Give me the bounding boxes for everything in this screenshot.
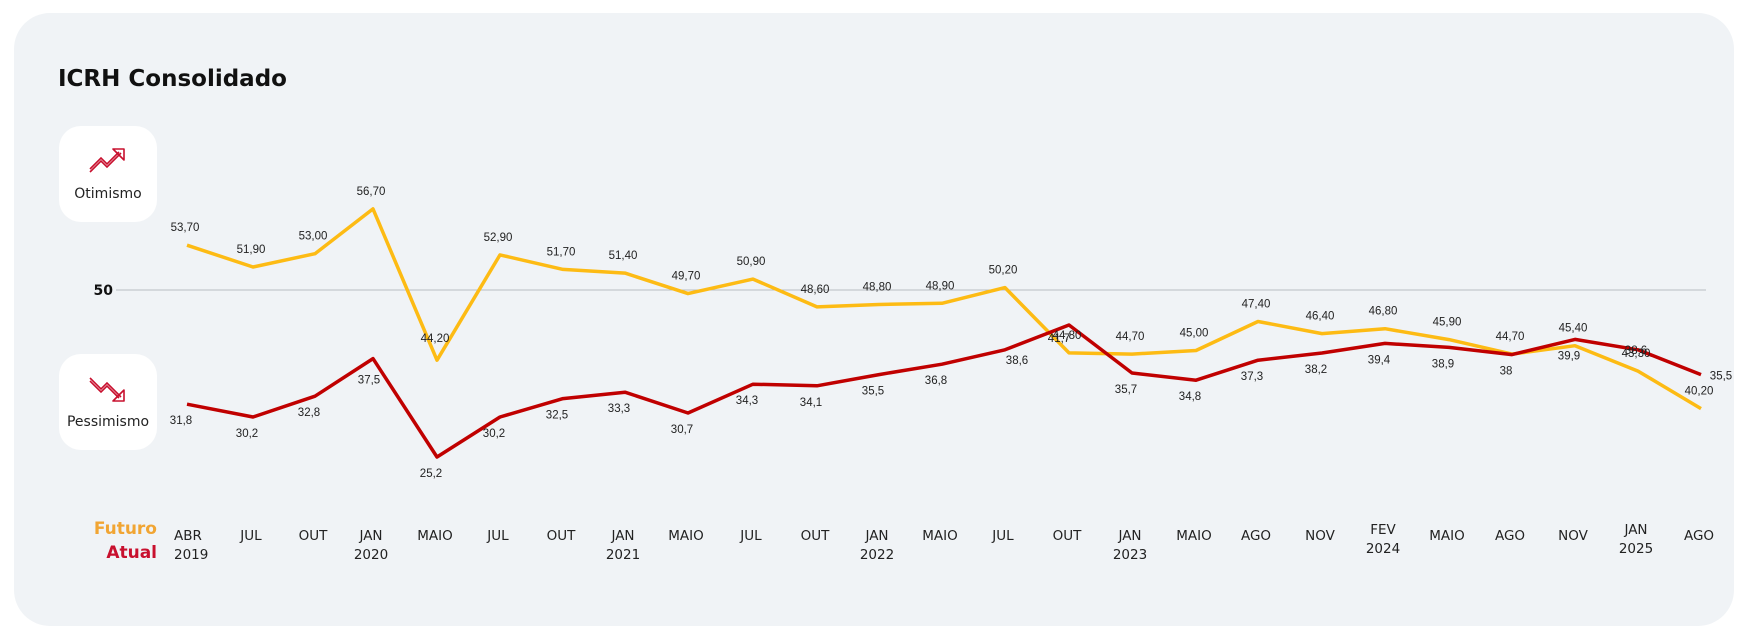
data-label-atual: 34,1: [800, 397, 822, 409]
x-tick-year: 2024: [1366, 541, 1400, 557]
data-label-atual: 35,7: [1115, 384, 1137, 396]
data-label-futuro: 43,30: [1622, 348, 1651, 360]
x-tick-label: OUT: [299, 528, 329, 544]
data-label-futuro: 53,70: [171, 222, 200, 234]
x-tick-label: JUL: [739, 528, 762, 544]
x-tick-label: MAIO: [1429, 528, 1465, 544]
data-label-atual: 34,3: [736, 395, 758, 407]
x-tick-label: JUL: [239, 528, 262, 544]
x-tick-label: FEV: [1370, 522, 1396, 538]
data-label-atual: 34,8: [1179, 391, 1201, 403]
data-label-futuro: 47,40: [1242, 298, 1271, 310]
x-tick-label: MAIO: [1176, 528, 1212, 544]
x-tick-label: NOV: [1558, 528, 1588, 544]
data-label-futuro: 44,70: [1116, 331, 1145, 343]
series-line-futuro: [186, 207, 1702, 411]
x-tick-label: JUL: [991, 528, 1014, 544]
data-label-atual: 38,6: [1006, 355, 1028, 367]
trend-down-icon: [89, 377, 125, 402]
x-tick-label: JUL: [486, 528, 509, 544]
pessimism-label: Pessimismo: [66, 414, 150, 430]
legend-current: Atual: [106, 543, 157, 563]
data-label-atual: 32,5: [546, 410, 568, 422]
data-label-futuro: 52,90: [484, 232, 513, 244]
data-label-atual: 39,4: [1368, 354, 1391, 366]
x-tick-label: OUT: [801, 528, 831, 544]
chart-title: ICRH Consolidado: [58, 66, 287, 92]
data-label-atual: 38: [1500, 366, 1513, 378]
data-label-futuro: 45,40: [1559, 323, 1588, 335]
data-label-futuro: 46,40: [1306, 311, 1335, 323]
x-tick-label: OUT: [547, 528, 577, 544]
data-label-futuro: 44,20: [421, 333, 450, 345]
x-tick-label: MAIO: [922, 528, 958, 544]
x-tick-year: 2020: [354, 547, 388, 563]
data-label-futuro: 48,90: [926, 280, 955, 292]
optimism-badge: Otimismo: [59, 126, 157, 222]
x-tick-label: AGO: [1495, 528, 1525, 544]
data-label-atual: 38,9: [1432, 358, 1454, 370]
series-line-atual: [186, 323, 1702, 459]
data-label-atual: 32,8: [298, 407, 320, 419]
x-tick-year: 2025: [1619, 541, 1653, 557]
x-tick-label: ABR: [174, 528, 202, 544]
reference-line-label: 50: [94, 283, 114, 299]
data-label-futuro: 45,00: [1180, 328, 1209, 340]
pessimism-badge: Pessimismo: [59, 354, 157, 450]
data-label-atual: 36,8: [925, 375, 947, 387]
data-label-futuro: 49,70: [672, 271, 701, 283]
data-label-atual: 35,5: [862, 386, 884, 398]
data-label-futuro: 48,60: [801, 284, 830, 296]
data-label-atual: 30,2: [483, 428, 505, 440]
legend-future: Futuro: [93, 519, 157, 539]
data-label-atual: 37,3: [1241, 371, 1263, 383]
data-label-atual: 39,9: [1558, 350, 1580, 362]
chart-card: [14, 13, 1734, 626]
x-tick-year: 2021: [606, 547, 640, 563]
data-label-atual: 25,2: [420, 468, 442, 480]
data-label-atual: 33,3: [608, 403, 630, 415]
data-label-atual: 38,2: [1305, 364, 1327, 376]
x-tick-label: JAN: [1117, 528, 1141, 544]
data-label-futuro: 51,90: [237, 244, 266, 256]
data-label-futuro: 51,40: [609, 250, 638, 262]
data-label-futuro: 48,80: [863, 282, 892, 294]
data-label-atual: 30,2: [236, 428, 258, 440]
x-tick-label: NOV: [1305, 528, 1335, 544]
x-tick-year: 2022: [860, 547, 894, 563]
x-tick-label: MAIO: [417, 528, 453, 544]
data-label-atual: 30,7: [671, 424, 693, 436]
optimism-label: Otimismo: [74, 186, 142, 202]
data-label-futuro: 45,90: [1433, 317, 1462, 329]
x-tick-label: JAN: [610, 528, 634, 544]
data-label-futuro: 50,90: [737, 256, 766, 268]
x-tick-year: 2019: [174, 547, 208, 563]
data-label-futuro: 50,20: [989, 265, 1018, 277]
data-label-futuro: 44,80: [1053, 330, 1082, 342]
x-tick-label: AGO: [1684, 528, 1714, 544]
data-label-atual: 38,6: [1625, 345, 1647, 357]
x-tick-label: AGO: [1241, 528, 1271, 544]
data-label-futuro: 40,20: [1685, 386, 1714, 398]
x-tick-label: JAN: [358, 528, 382, 544]
data-label-futuro: 53,00: [299, 231, 328, 243]
trend-up-icon: [89, 148, 125, 173]
data-label-atual: 37,5: [358, 375, 380, 387]
data-label-futuro: 51,70: [547, 246, 576, 258]
data-label-futuro: 44,70: [1496, 331, 1525, 343]
data-label-atual: 41,7: [1048, 333, 1070, 345]
data-label-atual: 31,8: [170, 415, 192, 427]
x-tick-year: 2023: [1113, 547, 1147, 563]
data-label-futuro: 46,80: [1369, 306, 1398, 318]
data-label-atual: 35,5: [1710, 371, 1732, 383]
data-label-futuro: 56,70: [357, 186, 386, 198]
x-tick-label: OUT: [1053, 528, 1083, 544]
x-tick-label: JAN: [864, 528, 888, 544]
x-tick-label: JAN: [1623, 522, 1647, 538]
x-tick-label: MAIO: [668, 528, 704, 544]
